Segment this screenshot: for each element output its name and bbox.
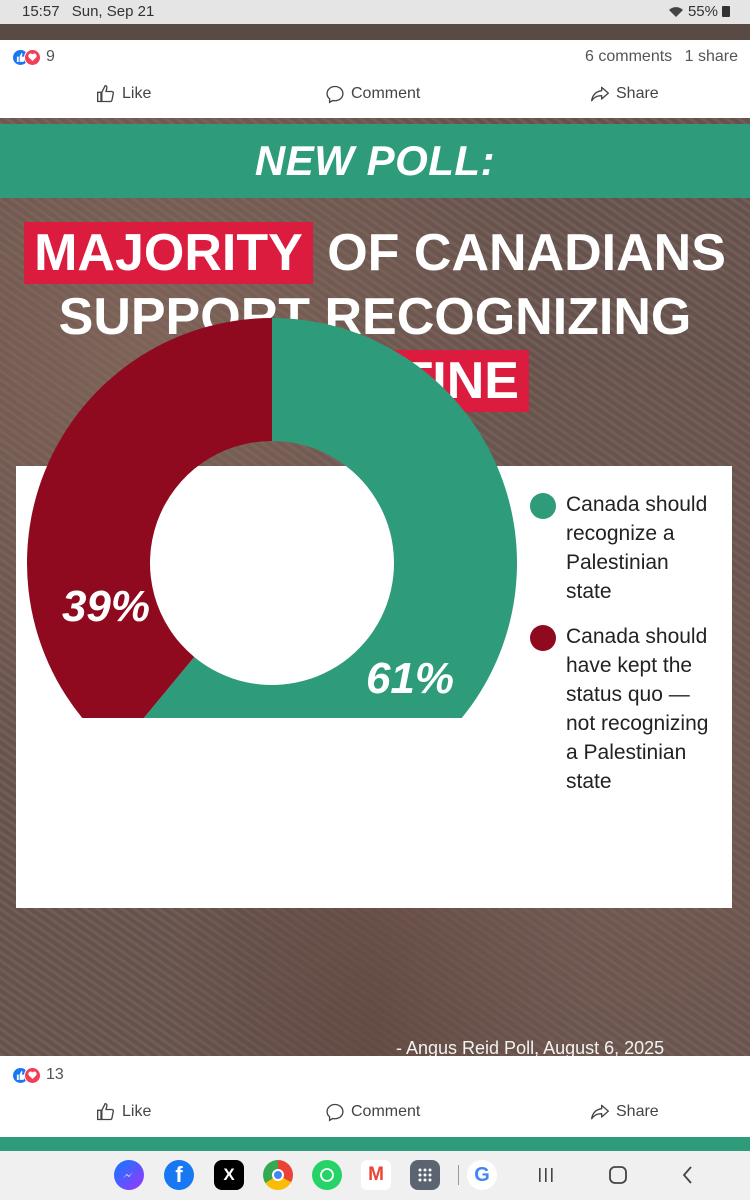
comments-count[interactable]: 6 comments — [585, 48, 673, 65]
taskbar: f X M G — [0, 1151, 750, 1200]
previous-post-actions: Like Comment Share — [0, 72, 750, 118]
google-icon[interactable]: G — [467, 1160, 497, 1190]
next-post-edge — [0, 1137, 750, 1151]
previous-post-reactions: 9 6 comments 1 share — [0, 40, 750, 74]
gmail-icon[interactable]: M — [361, 1160, 391, 1190]
legend-swatch — [530, 625, 556, 651]
comment-label: Comment — [351, 85, 421, 102]
battery-icon — [722, 6, 730, 17]
home-icon[interactable] — [606, 1161, 630, 1189]
slice-label-2: 39% — [62, 582, 150, 631]
headline-line-1: MAJORITY OF CANADIANS — [0, 222, 750, 284]
reaction-count[interactable]: 13 — [46, 1066, 64, 1083]
apps-grid-icon[interactable] — [410, 1160, 440, 1190]
legend-label: Canada should have kept the status quo —… — [566, 625, 709, 793]
legend-item-1: Canada should recognize a Palestinian st… — [530, 490, 720, 606]
back-icon[interactable] — [678, 1161, 698, 1189]
share-icon — [591, 1104, 609, 1120]
thumbs-up-icon — [97, 1102, 115, 1121]
thumbs-up-icon — [97, 84, 115, 103]
shares-count[interactable]: 1 share — [684, 48, 738, 65]
reaction-count[interactable]: 9 — [46, 48, 55, 65]
whatsapp-icon[interactable] — [312, 1160, 342, 1190]
like-label: Like — [122, 1103, 152, 1120]
love-reaction-icon — [24, 48, 41, 66]
comment-icon — [326, 1103, 344, 1122]
poll-source: - Angus Reid Poll, August 6, 2025 — [396, 1038, 665, 1056]
share-button[interactable]: Share — [590, 84, 659, 104]
poll-banner: NEW POLL: — [0, 124, 750, 198]
comment-button[interactable]: Comment — [325, 1102, 420, 1122]
donut-slice-2 — [27, 318, 272, 718]
slice-label-1: 61% — [366, 654, 454, 703]
share-label: Share — [616, 85, 659, 102]
post-actions: Like Comment Share — [0, 1090, 750, 1136]
legend-item-2: Canada should have kept the status quo —… — [530, 622, 720, 796]
legend-swatch — [530, 493, 556, 519]
wifi-icon — [668, 6, 683, 17]
like-button[interactable]: Like — [96, 1102, 151, 1122]
donut-chart: 61% 39% — [27, 318, 517, 718]
status-bar: 15:57 Sun, Sep 21 55% — [0, 0, 750, 24]
headline-rest: OF CANADIANS — [327, 224, 726, 282]
comment-label: Comment — [351, 1103, 421, 1120]
banner-text: NEW POLL: — [254, 137, 496, 184]
previous-post-image-edge — [0, 24, 750, 40]
like-label: Like — [122, 85, 152, 102]
facebook-icon[interactable]: f — [164, 1160, 194, 1190]
headline-highlight-majority: MAJORITY — [24, 222, 313, 284]
status-date: Sun, Sep 21 — [71, 3, 155, 20]
legend-label: Canada should recognize a Palestinian st… — [566, 493, 708, 603]
headline-line-2: SUPPORT RECOGNIZING — [58, 288, 692, 346]
love-reaction-icon — [24, 1066, 41, 1084]
donut-slice-1 — [143, 318, 517, 718]
status-time: 15:57 — [22, 3, 60, 20]
comment-icon — [326, 85, 344, 104]
share-label: Share — [616, 1103, 659, 1120]
comment-button[interactable]: Comment — [325, 84, 420, 104]
battery-percent: 55% — [687, 3, 718, 20]
chrome-icon[interactable] — [263, 1160, 293, 1190]
like-button[interactable]: Like — [96, 84, 151, 104]
recent-apps-icon[interactable] — [536, 1161, 556, 1189]
messenger-icon[interactable] — [114, 1160, 144, 1190]
x-icon[interactable]: X — [214, 1160, 244, 1190]
post-image[interactable]: NEW POLL: MAJORITY OF CANADIANS SUPPORT … — [0, 118, 750, 1056]
share-icon — [591, 86, 609, 102]
taskbar-separator — [458, 1165, 459, 1185]
share-button[interactable]: Share — [590, 1102, 659, 1122]
chart-legend: Canada should recognize a Palestinian st… — [530, 490, 720, 812]
post-reactions: 13 — [0, 1058, 750, 1092]
